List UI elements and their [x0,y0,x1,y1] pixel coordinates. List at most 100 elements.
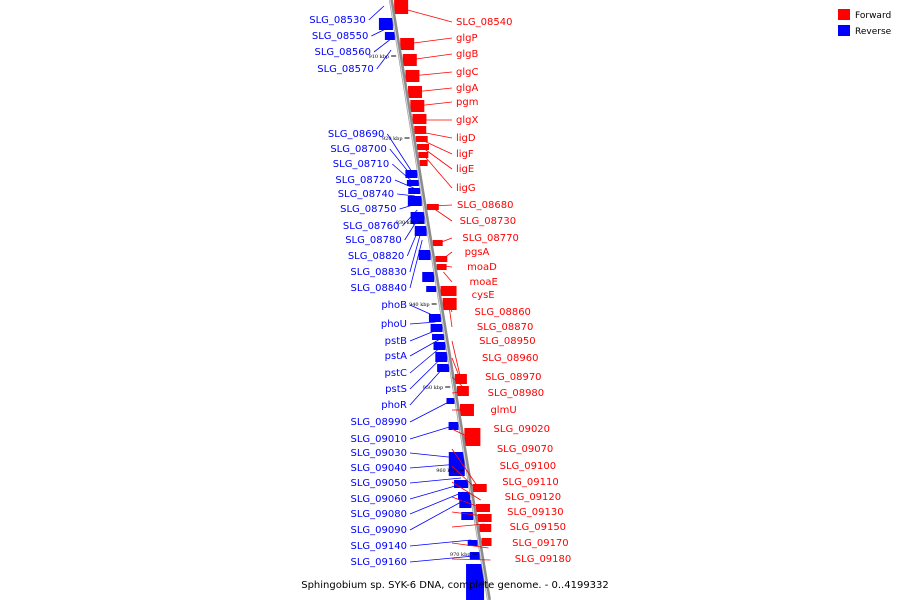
forward-gene-block [414,126,427,134]
reverse-gene-leader [409,367,444,406]
legend-forward-label: Forward [855,11,891,21]
reverse-gene-label: pstA [385,351,407,362]
forward-gene-label: ligD [456,133,476,144]
reverse-gene-label: SLG_09080 [351,509,407,520]
forward-gene-label: glgX [456,115,478,126]
reverse-gene-leader [409,347,441,374]
forward-gene-label: SLG_08870 [477,322,533,333]
forward-gene-leader [451,357,462,383]
reverse-gene-leader [409,425,453,440]
reverse-gene-leader [409,499,465,531]
reverse-gene-leader [409,491,464,515]
reverse-gene-label: SLG_08690 [328,129,384,140]
forward-gene-leader [451,428,471,439]
scale-ticks: 910 kbp 920 kbp 930 kbp 940 kbp 950 kbp 960 k… [369,54,478,558]
reverse-gene-block [405,170,418,178]
reverse-gene-leader [409,357,442,390]
reverse-gene-label: pstC [385,368,407,379]
reverse-gene-label: SLG_09040 [351,463,407,474]
forward-gene-leader [451,448,480,489]
forward-gene-block [436,264,447,270]
forward-gene-block [412,114,427,124]
scale-tick-label: 960 kbp [436,468,457,474]
reverse-gene-leader [409,321,436,325]
forward-gene-leader [451,511,484,517]
forward-gene-label: glgB [456,49,478,60]
forward-gene-label: SLG_08770 [462,233,518,244]
legend-forward-swatch [838,9,850,20]
forward-gene-label: SLG_09120 [505,492,561,503]
reverse-gene-block [458,492,471,500]
forward-gene-leader [416,101,453,107]
forward-gene-label: ligF [456,149,474,160]
reverse-gene-leader [389,148,413,177]
forward-gene-leader [441,251,453,261]
reverse-gene-label: SLG_08820 [348,251,404,262]
forward-gene-leader [448,307,453,328]
scale-tick-label: 920 kbp [382,136,403,142]
forward-gene-label: moaD [467,262,497,273]
scale-tick-label: 970 kbp [450,552,471,558]
reverse-gene-leader [397,193,416,197]
forward-gene-label: cysE [472,290,495,301]
forward-gene-label: SLG_09020 [494,424,550,435]
forward-gene-leader [424,155,453,189]
reverse-gene-leader [387,133,412,171]
reverse-gene-label: SLG_08780 [345,235,401,246]
reverse-gene-leader [368,5,385,21]
genome-caption: Sphingobium sp. SYK-6 DNA, complete geno… [301,580,609,591]
reverse-gene-block [466,564,485,600]
reverse-gene-leader [409,483,463,500]
forward-gene-label: SLG_08860 [474,307,530,318]
reverse-gene-leader [399,203,417,210]
reverse-gene-block [459,500,472,508]
forward-gene-label: SLG_08980 [488,388,544,399]
reverse-gene-label: SLG_09050 [351,478,407,489]
reverse-gene-label: SLG_09010 [351,434,407,445]
forward-gene-label: SLG_09150 [510,522,566,533]
reverse-gene-label: SLG_08700 [330,144,386,155]
reverse-gene-label: SLG_09140 [351,541,407,552]
gene-labels: SLG_08540 glgP glgB glgC glgA pgm glgX ligD ligF… [309,5,571,568]
forward-gene-leader [432,207,453,222]
reverse-gene-block [378,18,393,30]
reverse-gene-leader [409,231,422,273]
reverse-gene-leader [409,329,438,342]
forward-gene-label: SLG_09110 [502,477,558,488]
forward-gene-label: SLG_08540 [456,17,512,28]
forward-gene-label: moaE [470,277,498,288]
reverse-gene-block [448,422,459,430]
forward-gene-leader [448,302,453,313]
legend: Forward Reverse [838,9,892,37]
forward-gene-leader [451,481,481,501]
forward-gene-leader [442,265,453,268]
reverse-gene-block [469,552,480,560]
reverse-gene-block [433,342,446,350]
reverse-gene-label: SLG_08840 [351,283,407,294]
forward-gene-label: SLG_09070 [497,444,553,455]
forward-gene-leader [451,465,480,493]
forward-gene-label: glmU [490,405,516,416]
reverse-gene-leader [371,27,388,37]
forward-gene-block [464,428,481,446]
scale-tick-label: 910 kbp [369,54,390,60]
forward-gene-block [419,160,428,166]
forward-gene-block [479,524,492,532]
forward-gene-leader [438,237,453,244]
forward-gene-block [456,386,469,396]
reverse-gene-block [406,180,419,186]
reverse-gene-leader [409,539,472,547]
reverse-gene-label: SLG_09030 [351,448,407,459]
reverse-gene-block [414,226,427,236]
reverse-gene-label: SLG_08750 [340,204,396,215]
reverse-gene-label: pstS [385,384,407,395]
forward-gene-label: ligE [456,164,474,175]
reverse-gene-label: SLG_09090 [351,525,407,536]
reverse-gene-block [432,334,445,340]
forward-gene-block [435,256,448,262]
reverse-gene-block [428,314,441,322]
reverse-gene-leader [406,225,421,257]
reverse-gene-block [467,540,478,546]
scale-tick-label: 930 kbp [396,220,417,226]
reverse-gene-block [408,188,421,194]
